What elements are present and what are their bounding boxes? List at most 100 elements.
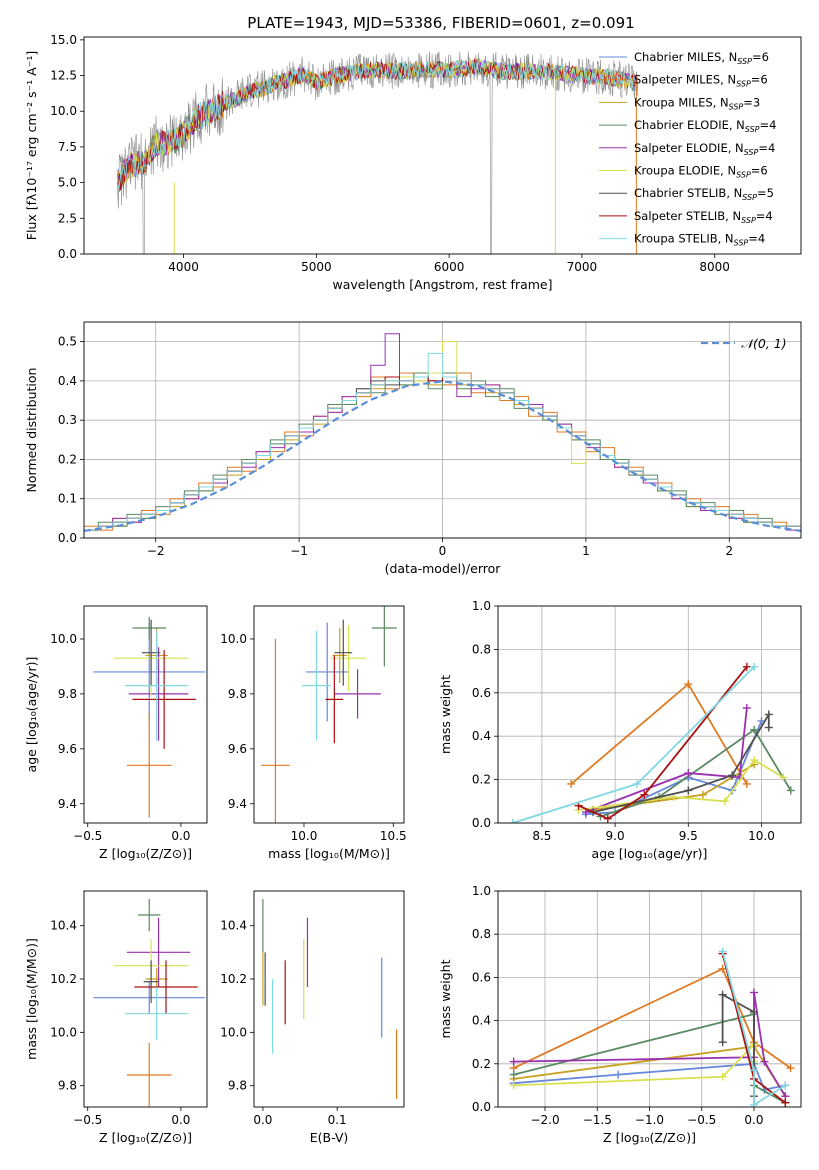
x-tick-label: 6000 <box>434 260 465 274</box>
errorbars-age_vs_Z <box>93 616 206 818</box>
errorbars-mass_vs_EBV <box>262 899 398 1099</box>
y-tick-label: 9.4 <box>58 797 77 811</box>
errorbars-mass_vs_Z <box>93 899 206 1107</box>
spectrum-lines <box>116 51 638 254</box>
x-tick-label: −2 <box>147 544 165 558</box>
y-tick-label: 9.6 <box>228 742 247 756</box>
x-tick-label: 8.5 <box>532 829 551 843</box>
x-tick-label: 0.0 <box>253 1113 272 1127</box>
y-axis-label: age [log₁₀(age/yr)] <box>24 657 39 773</box>
y-tick-label: 9.8 <box>228 687 247 701</box>
x-tick-label: 0.0 <box>744 1113 763 1127</box>
plot-frame <box>497 605 802 824</box>
weight-series-8 <box>512 666 755 823</box>
y-tick-label: 10.4 <box>50 919 77 933</box>
y-tick-label: 0.4 <box>58 374 77 388</box>
y-tick-label: 10.2 <box>220 972 247 986</box>
y-tick-label: 0.6 <box>472 686 491 700</box>
x-tick-label: 9.5 <box>679 829 698 843</box>
y-tick-label: 10.0 <box>50 104 77 118</box>
x-axis-label: wavelength [Angstrom, rest frame] <box>332 277 552 292</box>
x-axis-label: age [log₁₀(age/yr)] <box>592 846 708 861</box>
legend-entry: Salpeter ELODIE, NSSP=4 <box>634 141 775 157</box>
weight-series-6 <box>721 993 755 1097</box>
plot-frame <box>253 890 405 1108</box>
plot-frame <box>253 605 405 824</box>
y-tick-label: 10.0 <box>50 1025 77 1039</box>
plot-frame <box>83 321 802 539</box>
y-axis-label: Normed distribution <box>24 368 39 493</box>
weight-series-1 <box>513 967 792 1069</box>
legend-entry: Chabrier MILES, NSSP=6 <box>634 50 769 66</box>
y-tick-label: 0.4 <box>472 729 491 743</box>
y-tick-label: 9.4 <box>228 797 247 811</box>
y-tick-label: 10.0 <box>220 1025 247 1039</box>
weight-lines-weight_vs_Z <box>509 947 795 1107</box>
y-tick-label: 1.0 <box>472 884 491 898</box>
plot-frame <box>83 605 208 824</box>
x-tick-label: −0.5 <box>687 1113 716 1127</box>
y-tick-label: 0.0 <box>58 247 77 261</box>
x-tick-label: −1.5 <box>583 1113 612 1127</box>
axes-weight_vs_Z: −2.0 −1.5 −1.0 −0.5 0.0 0.0 0.2 0.4 0.6 0.8 1.0 Z [… <box>438 884 801 1145</box>
y-tick-label: 0.8 <box>472 642 491 656</box>
x-axis-label: Z [log₁₀(Z/Z⊙)] <box>603 1130 696 1145</box>
x-tick-label: 0.0 <box>171 1113 190 1127</box>
x-axis-label: E(B-V) <box>310 1130 349 1145</box>
y-tick-label: 7.5 <box>58 140 77 154</box>
plot-frame <box>83 890 208 1108</box>
y-tick-label: 0.2 <box>58 452 77 466</box>
axes-mass_vs_EBV: 0.0 0.1 9.8 10.0 10.2 10.4 E(B-V) <box>220 919 348 1145</box>
y-tick-label: 0.0 <box>58 531 77 545</box>
legend-entry: Chabrier ELODIE, NSSP=4 <box>634 118 776 134</box>
legend-entry: Chabrier STELIB, NSSP=5 <box>634 186 774 202</box>
x-tick-label: 2 <box>725 544 733 558</box>
x-tick-label: 0 <box>439 544 447 558</box>
spectrum-series-8 <box>116 60 638 189</box>
x-tick-label: 5000 <box>301 260 332 274</box>
y-tick-label: 10.0 <box>50 632 77 646</box>
y-tick-label: 9.8 <box>228 1079 247 1093</box>
x-tick-label: 10.0 <box>748 829 775 843</box>
y-tick-label: 1.0 <box>472 599 491 613</box>
y-tick-label: 5.0 <box>58 176 77 190</box>
y-tick-label: 2.5 <box>58 211 77 225</box>
axes-weight_vs_age: 8.5 9.0 9.5 10.0 0.0 0.2 0.4 0.6 0.8 1.0 age [log₁… <box>438 599 801 861</box>
y-tick-label: 0.8 <box>472 927 491 941</box>
y-tick-label: 0.5 <box>58 335 77 349</box>
y-tick-label: 10.0 <box>220 632 247 646</box>
x-tick-label: 10.5 <box>380 829 407 843</box>
x-tick-label: 0.1 <box>328 1113 347 1127</box>
y-tick-label: 0.2 <box>472 773 491 787</box>
x-axis-label: Z [log₁₀(Z/Z⊙)] <box>99 846 192 861</box>
x-tick-label: 4000 <box>168 260 199 274</box>
x-tick-label: 9.0 <box>606 829 625 843</box>
weight-series-4 <box>585 707 748 813</box>
axes-age_vs_Z: −0.5 0.0 9.4 9.6 9.8 10.0 Z [log₁₀(Z/Z⊙)] age [… <box>24 632 192 861</box>
axes-age_vs_mass: 10.0 10.5 9.4 9.6 9.8 10.0 mass [log₁₀(M/M⊙)] <box>220 632 406 861</box>
figure-title: PLATE=1943, MJD=53386, FIBERID=0601, z=0… <box>247 14 634 32</box>
y-tick-label: 0.1 <box>58 492 77 506</box>
weight-series-3 <box>600 728 792 818</box>
x-tick-label: 1 <box>582 544 590 558</box>
legend-entry: Kroupa STELIB, NSSP=4 <box>634 232 765 248</box>
x-axis-label: (data-model)/error <box>385 561 502 576</box>
y-tick-label: 0.4 <box>472 1014 491 1028</box>
x-tick-label: 10.0 <box>291 829 318 843</box>
plot-frame <box>83 36 802 255</box>
x-tick-label: 8000 <box>699 260 730 274</box>
x-axis-label: mass [log₁₀(M/M⊙)] <box>268 846 390 861</box>
legend-entry: Salpeter MILES, NSSP=6 <box>634 73 768 89</box>
gaussian-curve <box>84 380 801 533</box>
y-tick-label: 9.8 <box>58 687 77 701</box>
y-tick-label: 12.5 <box>50 69 77 83</box>
weight-series-8 <box>721 951 786 1107</box>
x-tick-label: −1 <box>290 544 308 558</box>
legend-entry: Kroupa MILES, NSSP=3 <box>634 95 760 111</box>
y-tick-label: 9.6 <box>58 742 77 756</box>
spectrum-legend: Chabrier MILES, NSSP=6 Salpeter MILES, NS… <box>599 50 776 248</box>
y-tick-label: 10.2 <box>50 972 77 986</box>
histogram-series-8 <box>84 352 801 538</box>
x-axis-label: Z [log₁₀(Z/Z⊙)] <box>99 1130 192 1145</box>
